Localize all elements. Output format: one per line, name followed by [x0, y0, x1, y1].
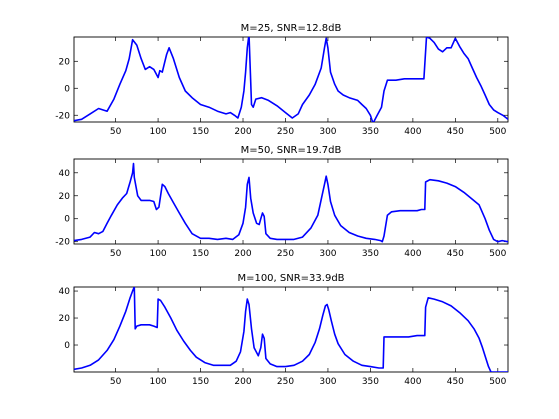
y-tick-label: 40	[59, 169, 71, 179]
series-line	[74, 162, 508, 243]
x-tick-label: 200	[234, 377, 251, 387]
subplot-top: M=25, SNR=12.8dB 50 100 150 200 250 300 350 400…	[55, 23, 509, 137]
y-tick-label: -20	[55, 238, 70, 248]
x-tick-label: 300	[319, 127, 336, 137]
x-tick-label: 350	[362, 377, 379, 387]
y-tick-label: 20	[59, 314, 71, 324]
x-tick-label: 250	[277, 127, 294, 137]
y-tick-label: 0	[64, 215, 70, 225]
y-tick-label: 0	[64, 341, 70, 351]
axes-box	[73, 36, 509, 123]
plot-area	[74, 287, 508, 372]
x-tick-label: 200	[234, 127, 251, 137]
x-tick-label: 50	[110, 249, 122, 259]
x-tick-label: 350	[362, 249, 379, 259]
x-tick-label: 400	[404, 127, 421, 137]
x-tick-label: 100	[149, 249, 166, 259]
x-tick-label: 150	[192, 249, 209, 259]
plot-area	[74, 162, 508, 243]
x-tick-label: 500	[489, 127, 506, 137]
x-tick-label: 500	[489, 249, 506, 259]
x-tick-label: 150	[192, 127, 209, 137]
axis-ticks: 50 100 150 200 250 300 350 400 450 500 -20 0 20 40	[55, 159, 508, 259]
subplot-title: M=25, SNR=12.8dB	[241, 23, 342, 34]
axis-ticks: 50 100 150 200 250 300 350 400 450 500 0 20 40	[59, 287, 508, 387]
x-tick-label: 300	[319, 249, 336, 259]
subplot-middle: M=50, SNR=19.7dB 50 100 150 200 250 300 350 400…	[55, 145, 509, 259]
y-tick-label: 0	[64, 84, 70, 94]
series-line	[74, 287, 508, 372]
x-tick-label: 450	[447, 377, 464, 387]
subplot-bottom: M=100, SNR=33.9dB 50 100 150 200 250 300 350 40…	[59, 273, 509, 387]
x-tick-label: 400	[404, 249, 421, 259]
x-tick-label: 450	[447, 127, 464, 137]
plot-area	[74, 37, 508, 122]
axes-box	[73, 158, 509, 245]
subplot-title: M=100, SNR=33.9dB	[237, 273, 344, 284]
x-tick-label: 100	[149, 127, 166, 137]
axis-ticks: 50 100 150 200 250 300 350 400 450 500 -20 0 20	[55, 37, 508, 137]
axes-box	[73, 286, 509, 373]
series-line	[74, 37, 508, 122]
x-tick-label: 350	[362, 127, 379, 137]
x-tick-label: 500	[489, 377, 506, 387]
x-tick-label: 250	[277, 249, 294, 259]
x-tick-label: 200	[234, 249, 251, 259]
x-tick-label: 450	[447, 249, 464, 259]
x-tick-label: 400	[404, 377, 421, 387]
y-tick-label: 20	[59, 192, 71, 202]
subplot-title: M=50, SNR=19.7dB	[241, 145, 342, 156]
x-tick-label: 300	[319, 377, 336, 387]
y-tick-label: 40	[59, 287, 71, 297]
x-tick-label: 250	[277, 377, 294, 387]
x-tick-label: 50	[110, 127, 122, 137]
y-tick-label: 20	[59, 57, 71, 67]
x-tick-label: 100	[149, 377, 166, 387]
y-tick-label: -20	[55, 111, 70, 121]
x-tick-label: 150	[192, 377, 209, 387]
x-tick-label: 50	[110, 377, 122, 387]
